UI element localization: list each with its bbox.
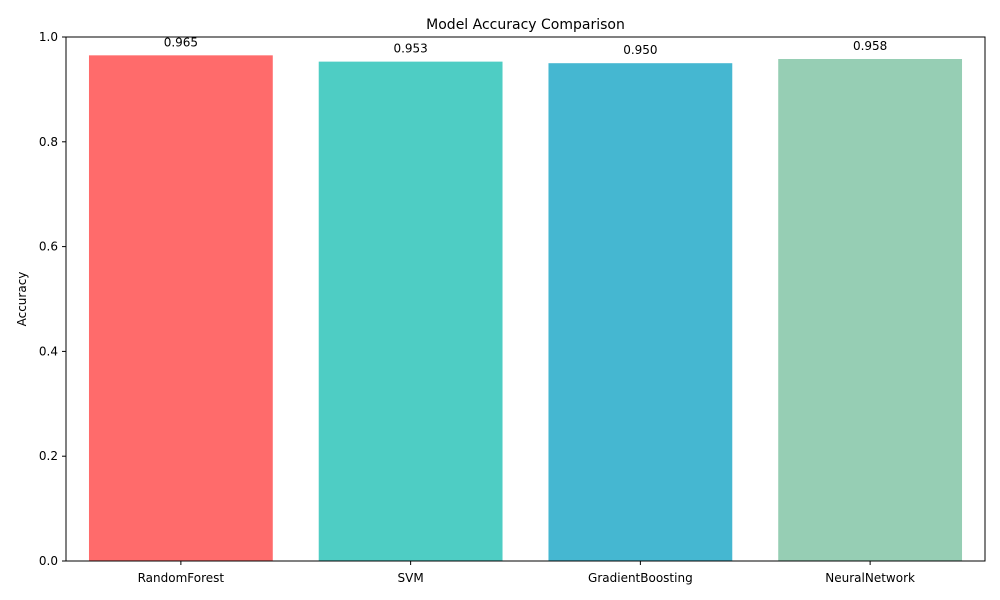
y-tick-label: 0.8 <box>39 135 58 149</box>
bar-svm <box>318 61 503 562</box>
y-tick-label: 0.6 <box>39 240 58 254</box>
bar-value-label: 0.958 <box>853 39 887 53</box>
bar-neuralnetwork <box>778 59 963 562</box>
bar-randomforest <box>88 55 273 562</box>
y-tick-label: 0.0 <box>39 554 58 568</box>
x-tick-label: RandomForest <box>138 571 225 585</box>
x-tick-label: GradientBoosting <box>588 571 693 585</box>
y-axis-ticks: 0.0 0.2 0.4 0.6 0.8 1.0 <box>39 30 66 568</box>
bar-gradientboosting <box>548 63 733 561</box>
y-tick-label: 0.4 <box>39 344 58 358</box>
x-axis-ticks: RandomForest SVM GradientBoosting NeuralNet… <box>138 561 915 585</box>
bars <box>88 55 963 562</box>
chart-title: Model Accuracy Comparison <box>426 17 625 33</box>
y-tick-label: 0.2 <box>39 449 58 463</box>
bar-value-label: 0.965 <box>164 35 198 49</box>
plot-frame <box>65 36 986 562</box>
bar-value-label: 0.950 <box>623 43 657 57</box>
y-axis-label: Accuracy <box>15 272 29 327</box>
x-tick-label: SVM <box>398 571 424 585</box>
bar-value-labels: 0.965 0.953 0.950 0.958 <box>164 35 888 57</box>
y-tick-label: 1.0 <box>39 30 58 44</box>
x-tick-label: NeuralNetwork <box>825 571 915 585</box>
bar-value-label: 0.953 <box>393 42 427 56</box>
